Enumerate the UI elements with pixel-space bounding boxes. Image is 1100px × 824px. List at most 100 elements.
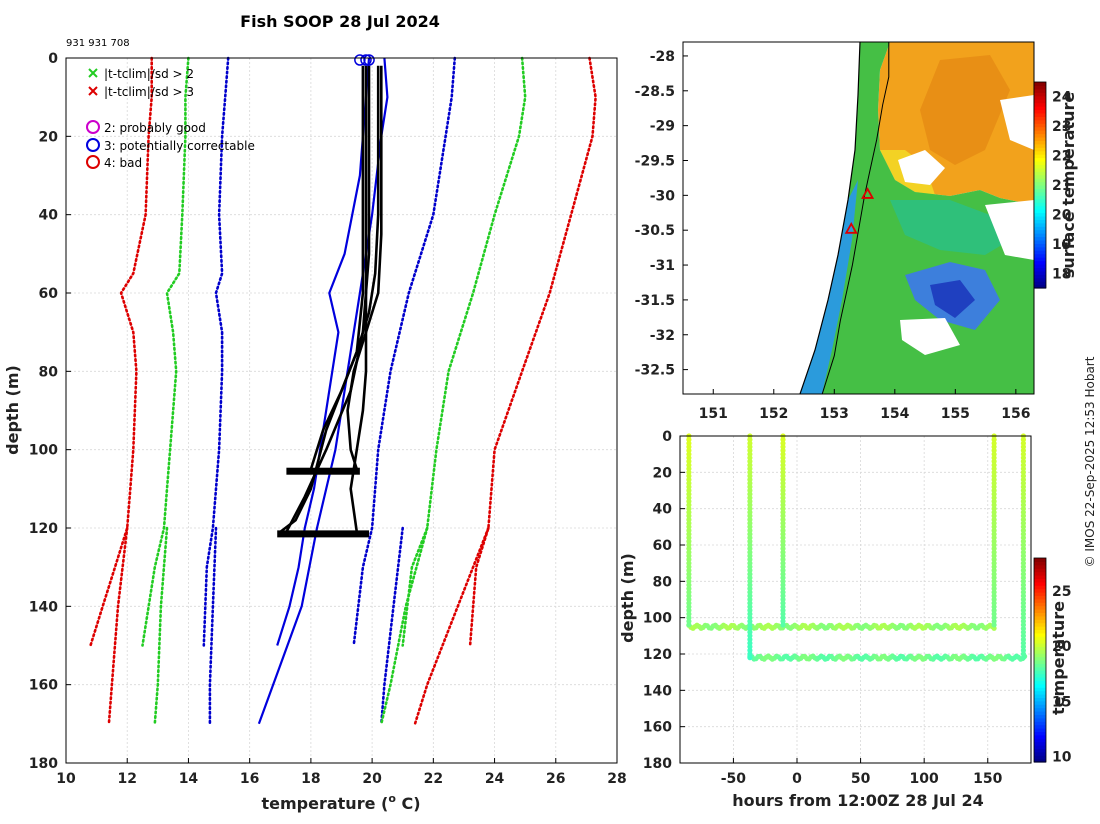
colorbar-tick-label: 18: [1052, 266, 1071, 282]
data-point: [1020, 611, 1026, 617]
time-tick-label: 0: [792, 771, 802, 787]
data-point: [1020, 440, 1026, 446]
data-point: [991, 575, 997, 581]
cloud-mask-3: [900, 318, 960, 355]
data-point: [780, 462, 786, 468]
data-point: [1020, 578, 1026, 584]
data-point: [1020, 487, 1026, 494]
data-point: [747, 644, 753, 650]
colorbar-segment: [1034, 578, 1046, 583]
bottom-contact-bar: [286, 467, 360, 475]
colorbar-segment: [1034, 209, 1046, 214]
colorbar-segment: [1034, 250, 1046, 255]
legend-label: 3: potentially correctable: [104, 139, 255, 153]
data-point: [686, 535, 692, 541]
colorbar-segment: [1034, 257, 1046, 262]
data-point: [780, 586, 786, 592]
data-point: [991, 466, 997, 472]
colorbar-segment: [1034, 109, 1046, 114]
colorbar-segment: [1034, 88, 1046, 93]
depth-tick-label: 40: [653, 502, 673, 518]
data-point: [1020, 498, 1026, 504]
data-point: [747, 655, 753, 661]
sst-colorbar: 18 19 20 21 22 23 24: [1033, 81, 1072, 289]
map-lat-tick-label: -30: [650, 188, 676, 204]
station-marker: [844, 221, 858, 234]
data-point: [686, 593, 692, 599]
data-point: [1020, 582, 1026, 588]
cloud-mask-4: [985, 200, 1034, 260]
colorbar-segment: [1034, 102, 1046, 107]
colorbar-segment: [1034, 683, 1046, 688]
x-tick-label: 16: [240, 771, 259, 787]
colorbar-segment: [1034, 707, 1046, 712]
data-point: [686, 440, 692, 446]
ship-track: [821, 42, 890, 394]
data-point: [686, 582, 692, 588]
data-point: [747, 604, 753, 610]
data-point: [1020, 444, 1026, 450]
colorbar-segment: [1034, 92, 1046, 97]
data-point: [991, 473, 997, 479]
data-point: [991, 517, 997, 523]
data-point: [780, 477, 786, 483]
colorbar-segment: [1034, 147, 1046, 152]
data-point: [747, 556, 753, 563]
data-point: [747, 513, 753, 519]
sst-colorbar-label: surface temperature: [1059, 92, 1078, 279]
colorbar-segment: [1034, 670, 1046, 675]
data-point: [780, 491, 786, 497]
data-point: [686, 517, 692, 523]
colorbar-segment: [1034, 185, 1046, 190]
data-point: [1020, 600, 1026, 606]
cloud-mask-1: [898, 150, 945, 185]
colorbar-segment: [1034, 143, 1046, 148]
data-point: [780, 571, 786, 577]
colorbar-segment: [1034, 619, 1046, 624]
colorbar-segment: [1034, 568, 1046, 573]
depth-tick-label: 140: [643, 683, 672, 699]
data-point: [991, 542, 997, 548]
data-point: [1020, 531, 1026, 537]
data-point: [747, 600, 753, 606]
data-point: [1020, 524, 1026, 530]
legend-marker-x-red: [88, 86, 98, 96]
colorbar-segment: [1034, 581, 1046, 586]
colorbar-segment: [1034, 564, 1046, 569]
x-axis-label-degree: o: [388, 792, 396, 805]
data-point: [1020, 549, 1026, 555]
data-point: [1020, 636, 1026, 643]
colorbar-segment: [1034, 188, 1046, 193]
data-point: [686, 484, 692, 490]
colorbar-segment: [1034, 626, 1046, 630]
colorbar-segment: [1034, 728, 1046, 732]
colorbar-segment: [1034, 758, 1046, 763]
legend-item-bad: 4: bad: [86, 155, 142, 170]
data-point: [686, 549, 692, 555]
series-line: [202, 56, 230, 647]
data-point: [780, 440, 786, 446]
data-point: [991, 567, 997, 574]
colorbar-segment: [1034, 734, 1046, 739]
data-point: [780, 556, 786, 563]
colorbar-tick-label: 15: [1052, 694, 1071, 710]
sst-map: 151 152 153 154 155 156 -28 -28.5 -29 -29.5 -30 -30…: [635, 41, 1078, 422]
colorbar-segment: [1034, 660, 1046, 664]
data-point: [747, 458, 753, 464]
colorbar-segment: [1034, 612, 1046, 617]
colorbar-segment: [1034, 150, 1046, 155]
colorbar-segment: [1034, 585, 1046, 590]
data-point: [991, 622, 997, 628]
depth-tick-label: 100: [643, 611, 672, 627]
data-point: [991, 571, 997, 577]
y-tick-label: 40: [39, 208, 59, 224]
map-lon-tick-label: 153: [820, 406, 849, 422]
data-point: [780, 502, 786, 508]
colorbar-segment: [1034, 106, 1046, 111]
data-point: [991, 531, 997, 537]
data-point: [780, 589, 786, 595]
qc-flag-marker: [363, 54, 375, 66]
colorbar-segment: [1034, 119, 1046, 124]
x-tick-label: 12: [117, 771, 136, 787]
